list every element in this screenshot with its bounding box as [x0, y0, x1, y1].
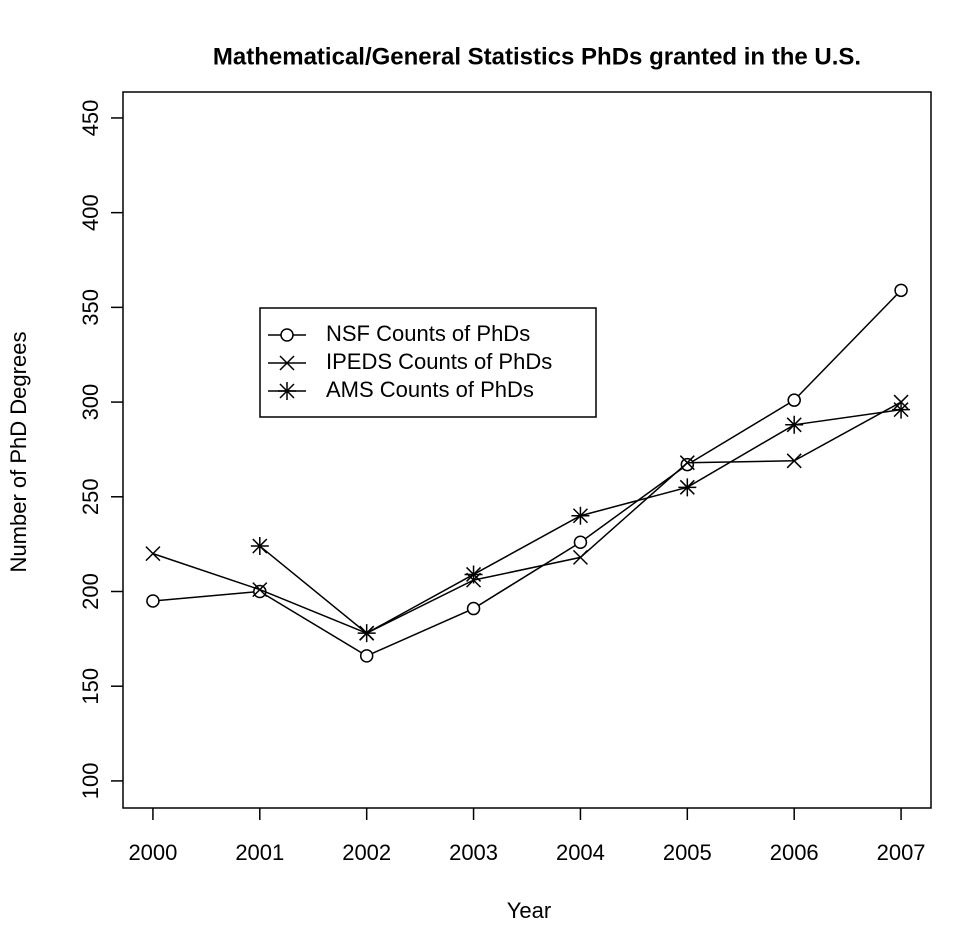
marker [252, 582, 268, 598]
marker-x [252, 582, 268, 598]
x-axis-label: Year [507, 898, 551, 923]
marker [278, 382, 296, 400]
marker-plus [571, 506, 590, 525]
series-line [152, 289, 902, 657]
y-tick-label: 300 [78, 384, 103, 421]
marker [787, 393, 801, 407]
marker-circle [146, 594, 160, 608]
plot-frame [122, 91, 932, 809]
x-tick-label: 2001 [235, 840, 284, 865]
x-tick-label: 2000 [128, 840, 177, 865]
marker-circle [359, 649, 374, 663]
marker-plus [357, 624, 376, 643]
marker [466, 601, 481, 616]
marker-x [572, 549, 588, 565]
y-tick-label: 450 [78, 100, 103, 137]
y-tick-label: 400 [78, 194, 103, 231]
marker-circle [787, 393, 801, 407]
y-tick-label: 200 [78, 573, 103, 610]
marker [572, 549, 588, 565]
marker-circle [573, 535, 588, 549]
legend-box [259, 307, 597, 418]
marker [357, 624, 376, 643]
chart-title: Mathematical/General Statistics PhDs gra… [213, 43, 861, 70]
marker-plus [892, 400, 911, 419]
marker [680, 457, 695, 472]
marker [678, 478, 697, 497]
marker [464, 565, 483, 584]
marker-plus [464, 565, 483, 584]
marker-plus [250, 537, 269, 556]
x-tick-label: 2005 [663, 840, 712, 865]
marker [359, 649, 374, 663]
marker [280, 328, 294, 342]
y-tick-label: 100 [78, 763, 103, 800]
x-tick-label: 2006 [770, 840, 819, 865]
x-tick-label: 2004 [556, 840, 605, 865]
marker-plus [278, 382, 296, 400]
marker-plus [785, 415, 804, 434]
marker-plus [678, 478, 697, 497]
y-tick-label: 150 [78, 668, 103, 705]
y-axis-label: Number of PhD Degrees [6, 332, 31, 573]
legend-label: AMS Counts of PhDs [326, 377, 534, 402]
marker-x [279, 355, 295, 371]
x-tick-label: 2007 [877, 840, 926, 865]
marker [679, 455, 695, 471]
marker-circle [894, 283, 908, 298]
y-tick-label: 250 [78, 478, 103, 515]
marker [250, 537, 269, 556]
series-line [152, 401, 902, 634]
marker [145, 546, 161, 562]
x-tick-label: 2003 [449, 840, 498, 865]
marker-circle [280, 328, 294, 342]
marker-x [679, 455, 695, 471]
marker [892, 400, 911, 419]
marker [571, 506, 590, 525]
marker [894, 283, 908, 298]
legend-label: NSF Counts of PhDs [326, 321, 530, 346]
marker [146, 594, 160, 608]
marker [786, 453, 802, 469]
x-tick-label: 2002 [342, 840, 391, 865]
legend: NSF Counts of PhDs IPEDS Counts of PhDs AM… [259, 307, 597, 418]
marker-circle [680, 457, 695, 472]
marker-x [145, 546, 161, 562]
marker-x [786, 453, 802, 469]
marker [573, 535, 588, 549]
marker [279, 355, 295, 371]
marker [785, 415, 804, 434]
y-tick-label: 350 [78, 289, 103, 326]
legend-label: IPEDS Counts of PhDs [326, 349, 552, 374]
marker-circle [466, 601, 481, 616]
